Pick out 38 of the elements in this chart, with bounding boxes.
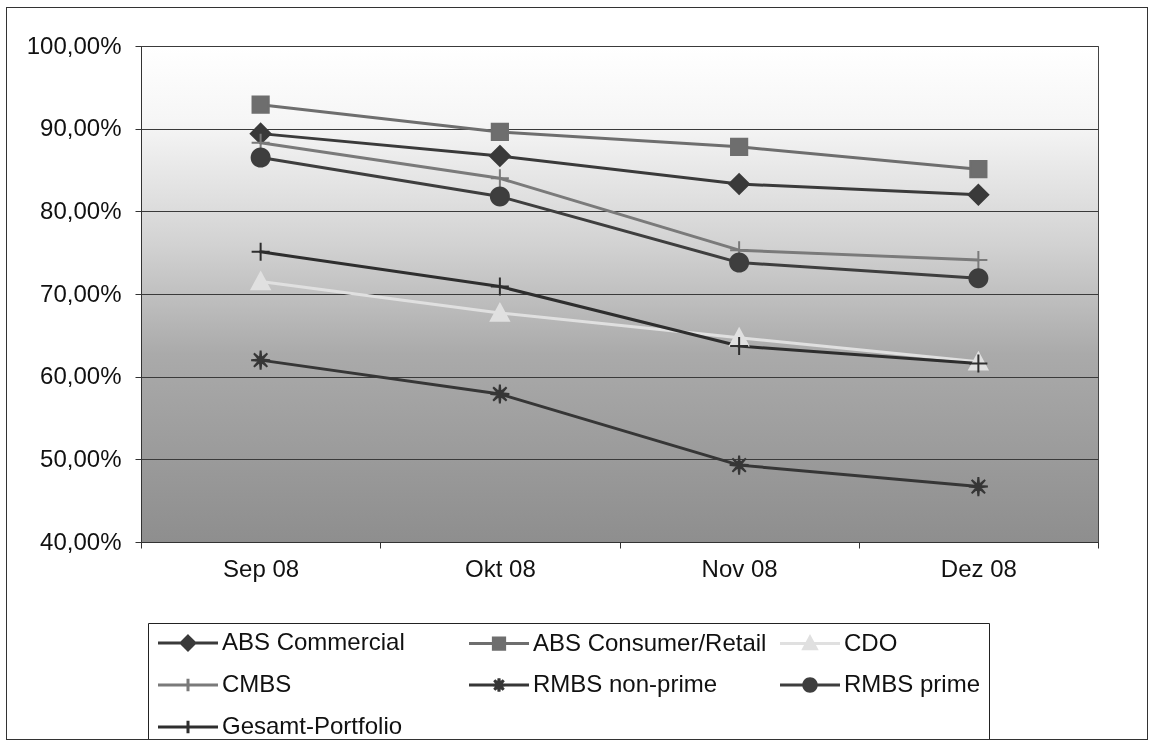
point bbox=[249, 122, 272, 145]
legend-label: ABS Commercial bbox=[222, 628, 405, 656]
point bbox=[250, 147, 271, 168]
point bbox=[729, 252, 750, 273]
y-tick-label: 50,00% bbox=[40, 444, 122, 472]
y-tick-label: 60,00% bbox=[40, 362, 122, 390]
legend-label: ABS Consumer/Retail bbox=[533, 628, 767, 656]
x-tick-label: Dez 08 bbox=[940, 554, 1017, 582]
point bbox=[250, 349, 272, 371]
point bbox=[251, 95, 270, 114]
y-tick-label: 100,00% bbox=[26, 31, 122, 59]
y-tick-label: 70,00% bbox=[40, 279, 122, 307]
x-tick-label: Sep 08 bbox=[223, 554, 300, 582]
legend-label: Gesamt-Portfolio bbox=[222, 712, 403, 739]
legend-label: RMBS prime bbox=[844, 670, 981, 697]
x-tick-label: Okt 08 bbox=[465, 554, 536, 582]
point bbox=[489, 168, 510, 189]
point bbox=[728, 173, 751, 195]
point bbox=[967, 476, 989, 498]
y-tick-label: 80,00% bbox=[40, 196, 122, 224]
point bbox=[967, 183, 990, 206]
y-tick-label: 40,00% bbox=[40, 527, 122, 555]
point bbox=[489, 186, 510, 207]
legend-label: CMBS bbox=[222, 670, 292, 697]
point bbox=[969, 160, 988, 179]
point bbox=[729, 336, 750, 357]
legend-label: CDO bbox=[844, 628, 898, 656]
point bbox=[489, 303, 510, 322]
point bbox=[490, 122, 509, 142]
point bbox=[730, 137, 749, 156]
point bbox=[250, 241, 271, 262]
point bbox=[250, 271, 271, 291]
legend-label: RMBS non-prime bbox=[533, 670, 718, 697]
point bbox=[489, 276, 510, 297]
point bbox=[488, 145, 511, 167]
point bbox=[968, 268, 989, 289]
y-tick-label: 90,00% bbox=[40, 114, 122, 142]
x-tick-label: Nov 08 bbox=[701, 554, 778, 582]
